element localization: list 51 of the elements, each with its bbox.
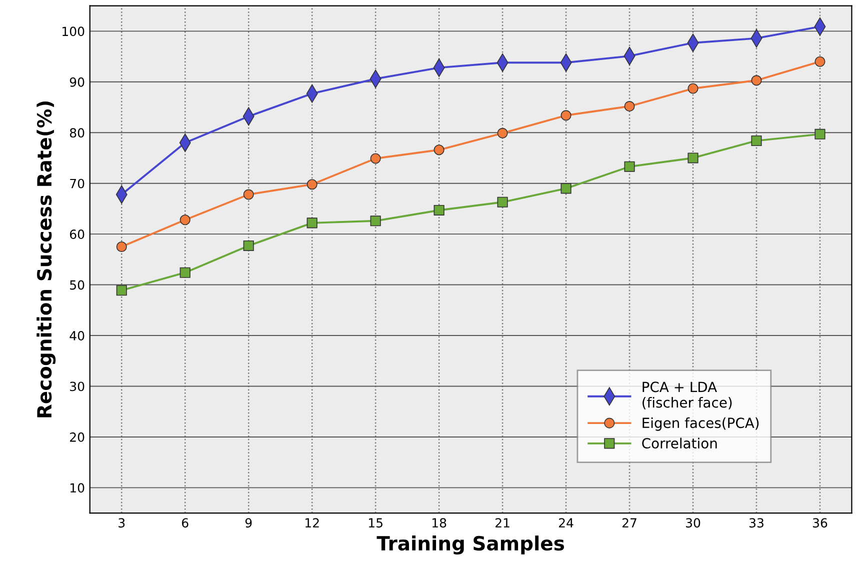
point	[180, 214, 190, 226]
x-tick-label: 33	[749, 518, 764, 528]
point	[370, 216, 381, 226]
y-tick-label: 30	[70, 382, 84, 392]
point	[560, 183, 572, 194]
y-tick-label: 60	[70, 230, 84, 239]
x-tick-label: 18	[432, 518, 446, 528]
legend-label: PCA + LDA (fischer face)	[642, 382, 732, 410]
point	[434, 204, 444, 216]
point	[370, 153, 381, 164]
legend-label: Eigen faces(PCA)	[642, 417, 759, 431]
point	[116, 241, 127, 252]
point	[814, 128, 826, 140]
point	[180, 267, 190, 278]
legend-label: Correlation	[642, 438, 717, 449]
point	[306, 179, 318, 190]
point	[688, 83, 698, 94]
point	[624, 100, 635, 112]
point	[497, 128, 508, 138]
point	[243, 240, 254, 252]
y-axis-title: Recognition Success Rate(%)	[36, 101, 56, 418]
point	[306, 218, 318, 228]
x-tick-label: 12	[306, 518, 319, 528]
y-tick-label: 20	[70, 432, 84, 442]
x-tick-label: 24	[558, 518, 574, 528]
point	[751, 135, 762, 146]
point	[497, 196, 508, 208]
point	[434, 144, 444, 156]
x-tick-label: 6	[182, 518, 188, 528]
x-tick-label: 3	[118, 518, 125, 528]
y-tick-label: 100	[62, 26, 84, 36]
point	[243, 189, 254, 200]
point	[560, 110, 572, 121]
point	[751, 75, 762, 86]
point	[688, 152, 698, 164]
x-tick-label: 36	[812, 518, 828, 528]
y-tick-label: 50	[70, 280, 84, 290]
point	[814, 56, 826, 67]
y-tick-label: 10	[70, 483, 84, 493]
y-tick-label: 80	[70, 128, 84, 138]
x-tick-label: 30	[686, 518, 700, 528]
y-tick-label: 90	[70, 77, 84, 87]
x-axis-title: Training Samples	[376, 536, 564, 555]
x-tick-label: 9	[245, 518, 252, 528]
x-tick-label: 21	[496, 518, 510, 528]
x-tick-label: 27	[622, 518, 636, 528]
point	[116, 285, 127, 296]
x-tick-label: 15	[368, 518, 382, 528]
point	[624, 161, 635, 172]
y-tick-label: 40	[70, 330, 84, 340]
y-tick-label: 70	[70, 178, 84, 188]
